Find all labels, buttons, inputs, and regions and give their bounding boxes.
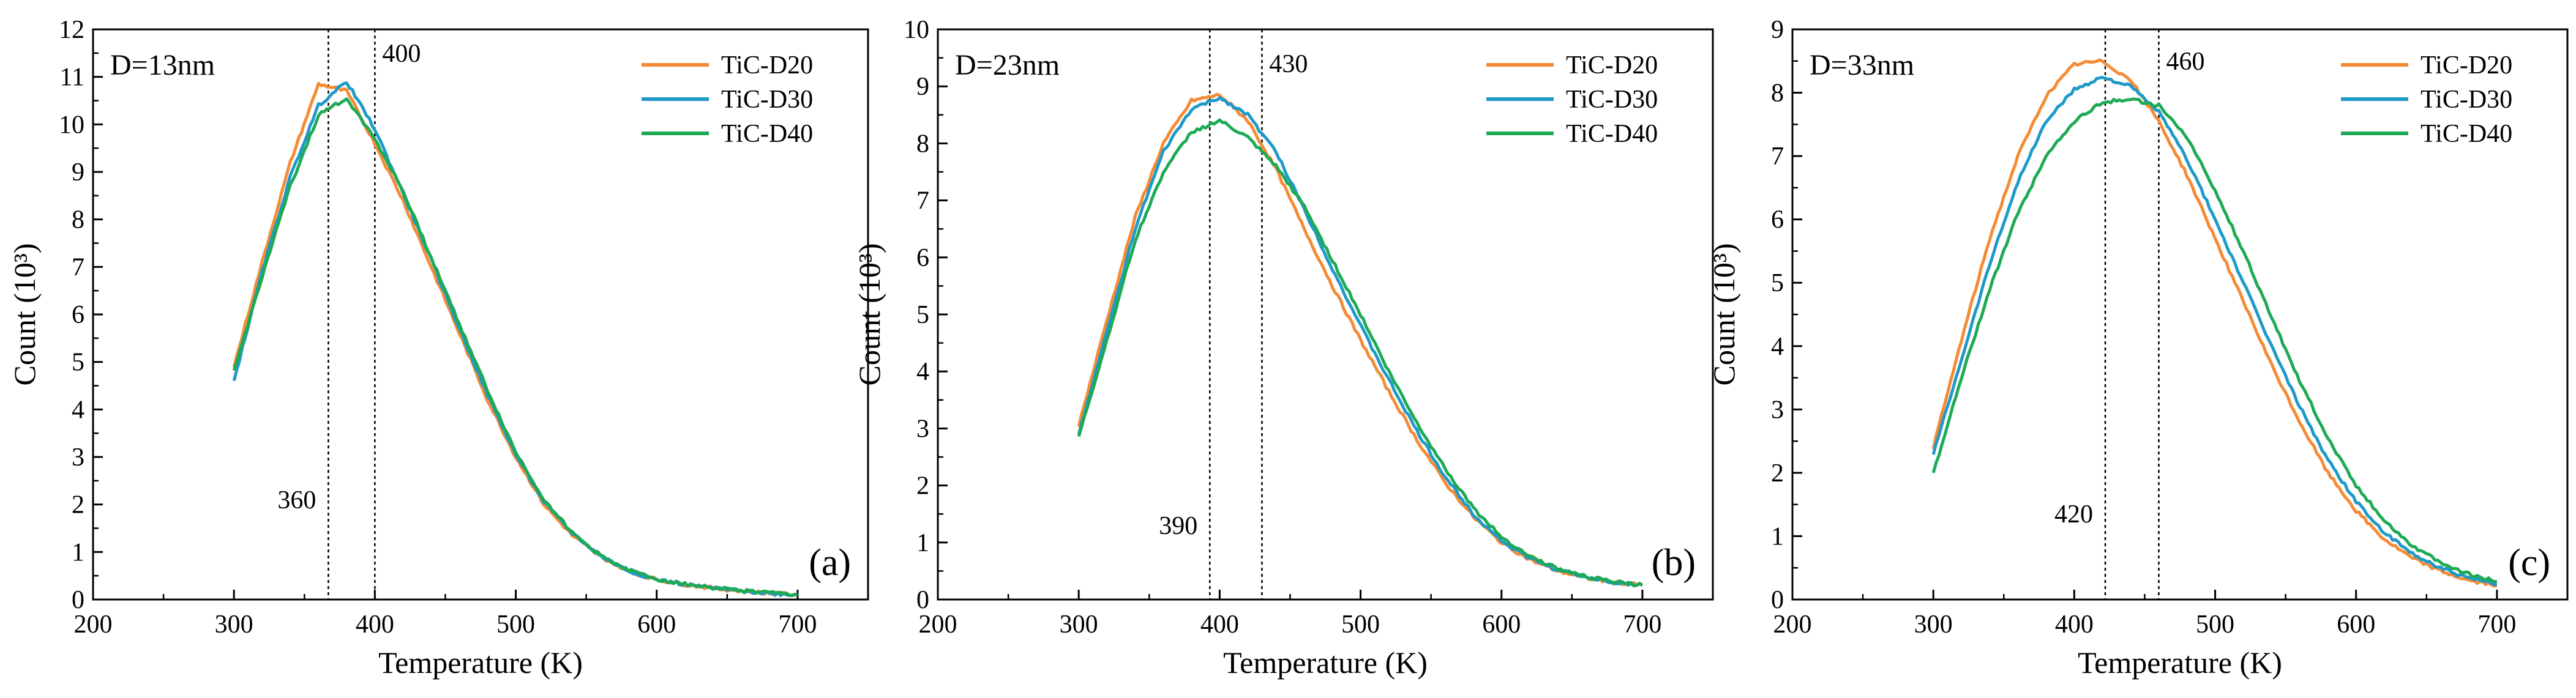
y-tick-label: 2	[916, 472, 929, 500]
legend-entry: TiC-D30	[2421, 86, 2512, 114]
y-tick-label: 8	[72, 206, 84, 234]
x-tick-label: 300	[215, 611, 253, 639]
legend-entry: TiC-D20	[721, 51, 813, 80]
x-tick-label: 500	[2196, 611, 2234, 639]
series-line-tic-d20	[232, 81, 798, 598]
reference-line-label: 400	[382, 40, 421, 68]
x-tick-label: 400	[356, 611, 394, 639]
y-tick-label: 10	[904, 16, 929, 44]
y-tick-label: 5	[1771, 269, 1784, 297]
y-tick-label: 5	[72, 349, 84, 377]
series-line-tic-d40	[1931, 97, 2498, 584]
x-tick-label: 300	[1060, 611, 1098, 639]
y-axis-title: Count (10³)	[7, 243, 42, 385]
series-line-tic-d30	[1931, 75, 2498, 586]
x-tick-label: 400	[1200, 611, 1239, 639]
y-tick-label: 6	[1771, 206, 1784, 234]
y-tick-label: 1	[916, 529, 929, 557]
y-tick-label: 1	[1771, 522, 1784, 551]
x-tick-label: 200	[74, 611, 113, 639]
y-tick-label: 4	[916, 358, 929, 386]
y-axis-title: Count (10³)	[1707, 243, 1741, 385]
x-tick-label: 600	[2337, 611, 2375, 639]
x-axis-title: Temperature (K)	[2078, 645, 2282, 680]
panel-annotation: D=13nm	[110, 49, 215, 81]
x-tick-label: 500	[496, 611, 535, 639]
legend-entry: TiC-D20	[2421, 51, 2512, 80]
plot-frame	[937, 28, 1714, 601]
y-axis-title: Count (10³)	[852, 243, 886, 385]
x-tick-label: 300	[1914, 611, 1953, 639]
x-tick-label: 400	[2055, 611, 2094, 639]
chart-panel-1: 200 300 400 500 600 7000123456789101112Temper…	[7, 16, 869, 680]
y-tick-label: 7	[1771, 143, 1784, 171]
series-line-tic-d30	[232, 81, 798, 597]
y-tick-label: 0	[72, 586, 84, 614]
x-axis-title: Temperature (K)	[378, 645, 583, 680]
x-tick-label: 500	[1341, 611, 1380, 639]
y-tick-label: 6	[916, 244, 929, 272]
y-tick-label: 11	[60, 64, 84, 92]
x-tick-label: 700	[2477, 611, 2516, 639]
panel-annotation: D=23nm	[955, 49, 1060, 81]
reference-line-label: 360	[277, 486, 316, 514]
reference-line-label: 460	[2166, 48, 2204, 76]
legend-entry: TiC-D20	[1566, 51, 1658, 80]
y-tick-label: 9	[72, 158, 84, 187]
x-tick-label: 700	[778, 611, 817, 639]
y-tick-label: 10	[59, 111, 84, 139]
x-tick-label: 200	[1773, 611, 1812, 639]
series-line-tic-d40	[232, 97, 798, 597]
y-tick-label: 3	[916, 415, 929, 443]
y-tick-label: 3	[1771, 396, 1784, 424]
reference-line-label: 420	[2054, 500, 2093, 529]
legend-entry: TiC-D40	[2421, 120, 2512, 148]
y-tick-label: 0	[916, 586, 929, 614]
y-tick-label: 5	[916, 301, 929, 329]
y-tick-label: 9	[916, 73, 929, 101]
y-tick-label: 4	[72, 396, 84, 424]
x-tick-label: 200	[919, 611, 957, 639]
y-tick-label: 2	[1771, 459, 1784, 488]
y-tick-label: 4	[1771, 333, 1784, 361]
x-axis-title: Temperature (K)	[1223, 645, 1428, 680]
plot-frame	[1791, 28, 2569, 601]
reference-line-label: 390	[1159, 512, 1197, 540]
panel-label: (c)	[2508, 542, 2550, 584]
y-tick-label: 0	[1771, 586, 1784, 614]
panel-label: (a)	[809, 542, 851, 584]
legend-entry: TiC-D40	[721, 120, 813, 148]
series-line-tic-d20	[1931, 58, 2498, 588]
y-tick-label: 3	[72, 444, 84, 472]
y-tick-label: 1	[72, 538, 84, 566]
x-tick-label: 600	[637, 611, 676, 639]
y-tick-label: 8	[916, 130, 929, 158]
y-tick-label: 9	[1771, 16, 1784, 44]
x-tick-label: 600	[1482, 611, 1521, 639]
y-tick-label: 7	[72, 253, 84, 281]
y-tick-label: 2	[72, 491, 84, 519]
legend-entry: TiC-D30	[1566, 86, 1658, 114]
y-tick-label: 8	[1771, 80, 1784, 108]
series-line-tic-d40	[1077, 118, 1644, 587]
panel-annotation: D=33nm	[1810, 49, 1914, 81]
x-tick-label: 700	[1623, 611, 1661, 639]
reference-line-label: 430	[1269, 50, 1308, 78]
y-tick-label: 7	[916, 187, 929, 215]
chart-panel-2: 200 300 400 500 600 700 0 1 2 3 4 5 6 7 8 9 10 Temperatur…	[852, 16, 1714, 680]
y-tick-label: 6	[72, 301, 84, 329]
legend-entry: TiC-D30	[721, 86, 813, 114]
chart-panel-3: 200 300 400 500 600 700 0 1 2 3 4 5 6 7 8 9 Temperature …	[1707, 16, 2569, 680]
plot-frame	[92, 28, 869, 601]
panel-label: (b)	[1652, 542, 1696, 584]
legend-entry: TiC-D40	[1566, 120, 1658, 148]
y-tick-label: 12	[59, 16, 84, 44]
